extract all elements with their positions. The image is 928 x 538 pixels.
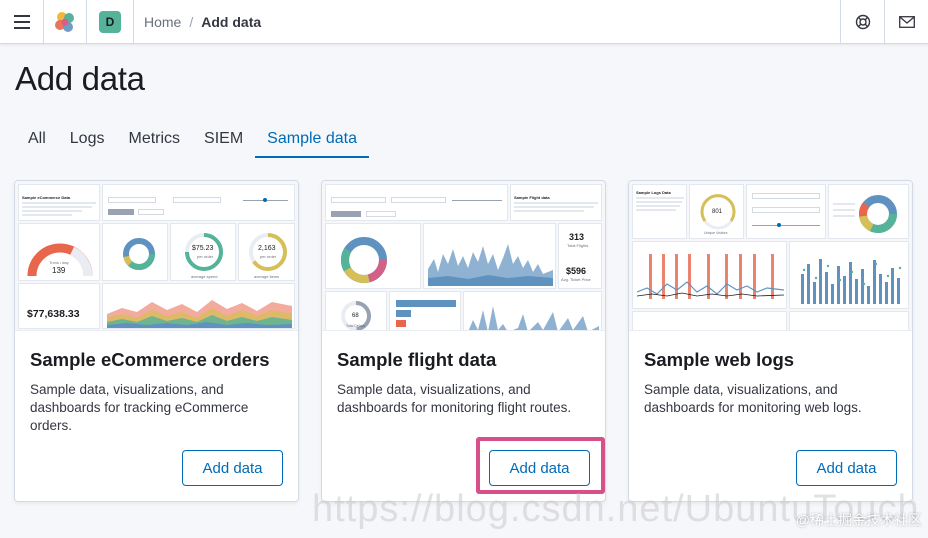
- preview-avg-price: $596: [566, 266, 587, 276]
- preview-qty-caption: average items: [254, 274, 280, 279]
- add-data-button[interactable]: Add data: [796, 450, 897, 486]
- space-avatar[interactable]: D: [99, 10, 121, 33]
- kibana-logo[interactable]: [44, 0, 87, 44]
- preview-area-chart: [463, 291, 602, 330]
- preview-bar-chart: [389, 291, 461, 330]
- card-title: Sample flight data: [337, 349, 497, 370]
- preview-panel: 313 Total Flights $596 Avg. Ticket Price: [558, 223, 602, 289]
- preview-panel: [102, 184, 295, 221]
- breadcrumb-separator: /: [189, 13, 194, 30]
- preview-panel: [102, 223, 168, 281]
- preview-avg-spend-caption: average spend: [191, 274, 218, 279]
- preview-panel-title: Sample Flight data: [514, 195, 550, 200]
- add-data-button[interactable]: Add data: [182, 450, 283, 486]
- highlight-annotation: [476, 437, 605, 494]
- preview-panel: $77,638.33: [18, 283, 100, 329]
- preview-total-flights-caption: Total Flights: [567, 243, 589, 248]
- tab-bar: All Logs Metrics SIEM Sample data: [16, 118, 369, 158]
- breadcrumb-current: Add data: [201, 13, 262, 30]
- tab-sample-data[interactable]: Sample data: [255, 118, 369, 158]
- preview-total-revenue: $77,638.33: [27, 308, 80, 320]
- preview-area-chart: [102, 283, 295, 329]
- card-description: Sample data, visualizations, and dashboa…: [30, 382, 249, 433]
- preview-scatter-chart: [789, 241, 909, 309]
- preview-avg-spend: $75.23: [192, 245, 214, 252]
- preview-panel: [828, 184, 909, 239]
- card-description: Sample data, visualizations, and dashboa…: [337, 382, 572, 415]
- preview-avg-price-caption: Avg. Ticket Price: [561, 277, 591, 282]
- kibana-logo-icon: [55, 11, 74, 32]
- breadcrumb-home[interactable]: Home: [144, 13, 182, 30]
- sample-card-ecommerce: Sample eCommerce Data Trxns / day 139: [14, 180, 299, 502]
- preview-panel: [789, 311, 909, 330]
- card-description: Sample data, visualizations, and dashboa…: [644, 382, 862, 415]
- preview-avg-spend-sub: per order: [197, 254, 214, 259]
- preview-panel: [632, 311, 787, 330]
- page-title: Add data: [15, 60, 145, 97]
- menu-button[interactable]: [0, 0, 44, 44]
- newsfeed-button[interactable]: [884, 0, 928, 44]
- sample-card-weblogs: Sample Logs Data 801 Unique Visitors: [628, 180, 913, 502]
- preview-qty: 2,163: [258, 245, 276, 252]
- preview-panel: Trxns / day 139: [18, 223, 100, 281]
- preview-gauge-value: 139: [52, 266, 66, 275]
- preview-delays-value: 68: [352, 313, 359, 319]
- preview-panel: 68 Total Delays: [325, 291, 387, 330]
- tab-siem[interactable]: SIEM: [204, 130, 244, 147]
- tab-all[interactable]: All: [28, 130, 46, 147]
- preview-qty-sub: per order: [260, 254, 277, 259]
- preview-total-flights: 313: [569, 232, 585, 242]
- mail-icon: [898, 15, 915, 28]
- space-selector[interactable]: D: [87, 0, 134, 44]
- breadcrumb: Home / Add data: [134, 14, 840, 30]
- preview-line-chart: [632, 241, 787, 309]
- preview-delays-caption: Total Delays: [346, 324, 366, 328]
- preview-panel: 801 Unique Visitors: [689, 184, 744, 239]
- tab-logs[interactable]: Logs: [69, 130, 105, 147]
- preview-area-chart: [423, 223, 556, 289]
- tab-metrics[interactable]: Metrics: [128, 130, 181, 147]
- flights-preview-image: Sample Flight data 313 Total Flights $59…: [322, 181, 605, 331]
- preview-panel: Sample Logs Data: [632, 184, 687, 239]
- add-data-button[interactable]: Add data: [489, 450, 590, 486]
- juejin-watermark: @稀土掘金技术社区: [795, 512, 922, 528]
- preview-panel-title: Sample eCommerce Data: [22, 195, 71, 200]
- card-title: Sample eCommerce orders: [30, 349, 270, 370]
- preview-panel: Sample Flight data: [510, 184, 602, 221]
- preview-panel: [325, 184, 508, 221]
- preview-panel: [746, 184, 826, 239]
- preview-panel: 2,163 per order average items: [238, 223, 295, 281]
- card-title: Sample web logs: [644, 349, 795, 370]
- preview-gauge-label: Trxns / day: [49, 260, 69, 265]
- preview-panel: [325, 223, 421, 289]
- top-header: D Home / Add data: [0, 0, 928, 44]
- preview-gauge-value: 801: [712, 209, 723, 215]
- sample-card-flights: Sample Flight data 313 Total Flights $59…: [321, 180, 606, 502]
- preview-gauge-caption: Unique Visitors: [704, 231, 728, 235]
- help-button[interactable]: [840, 0, 884, 44]
- preview-panel: Sample eCommerce Data: [18, 184, 100, 221]
- weblogs-preview-image: Sample Logs Data 801 Unique Visitors: [629, 181, 912, 331]
- preview-panel: $75.23 per order average spend: [170, 223, 236, 281]
- menu-icon: [13, 14, 30, 29]
- help-icon: [855, 14, 870, 29]
- preview-panel-title: Sample Logs Data: [636, 190, 671, 195]
- ecommerce-preview-image: Sample eCommerce Data Trxns / day 139: [15, 181, 298, 331]
